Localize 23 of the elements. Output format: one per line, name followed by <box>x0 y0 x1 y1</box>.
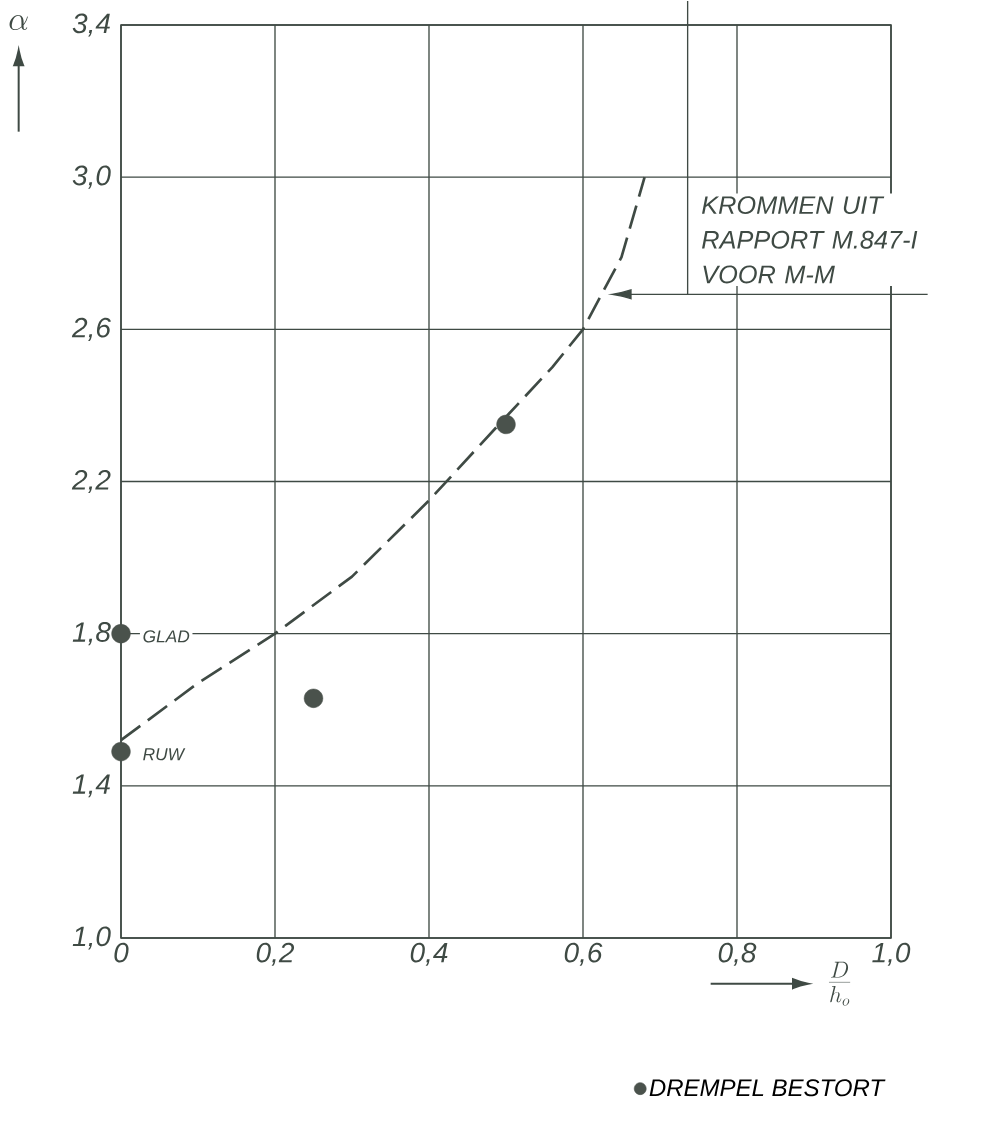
annotation: KROMMEN UIT RAPPORT M.847-I VOOR M-M <box>702 196 918 284</box>
x-axis-title: $\frac{D}{h_{o}}$ <box>828 961 851 1006</box>
y-tick-label: 3,4 <box>72 13 110 37</box>
x-tick-label: 0,6 <box>564 942 603 966</box>
y-axis-title: $\alpha$ <box>9 15 28 30</box>
x-tick-label: 0,2 <box>256 942 295 966</box>
legend-label: DREMPEL BESTORT <box>649 1079 886 1097</box>
point <box>111 741 131 762</box>
annotation: GLAD <box>143 630 190 643</box>
y-tick-label: 2,6 <box>71 317 111 341</box>
x-tick-label: 1,0 <box>872 942 911 966</box>
x-tick-label: 0,4 <box>410 942 448 966</box>
x-tick-label: 0,8 <box>718 942 757 966</box>
point <box>496 414 516 435</box>
point <box>111 624 131 644</box>
y-tick-label: 1,0 <box>72 926 111 950</box>
annotation: RUW <box>143 748 186 761</box>
y-tick-label: 3,0 <box>72 165 111 189</box>
x-tick-label: 0 <box>114 942 129 963</box>
y-tick-label: 1,4 <box>72 774 110 798</box>
point <box>303 688 324 708</box>
y-tick-label: 1,8 <box>72 622 111 646</box>
y-tick-label: 2,2 <box>71 469 111 494</box>
